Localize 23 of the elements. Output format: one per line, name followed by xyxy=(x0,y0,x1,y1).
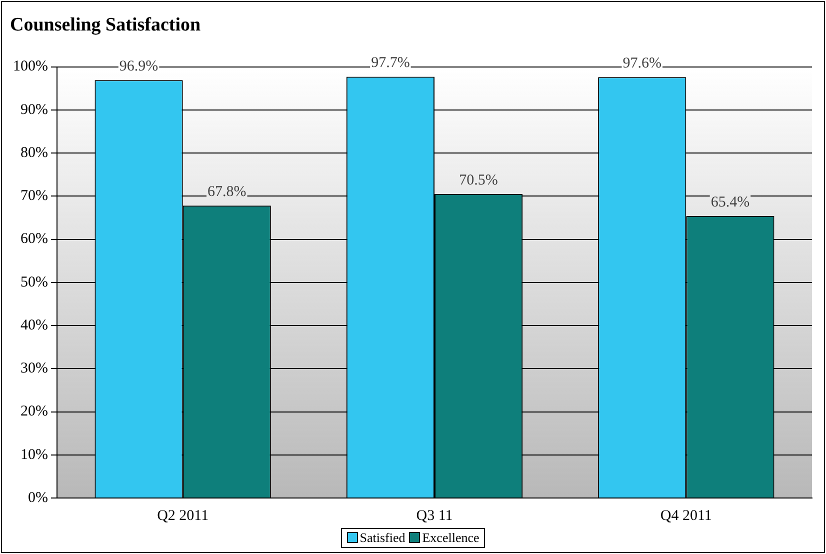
y-tick-label: 30% xyxy=(20,360,48,377)
text: Satisfied xyxy=(358,530,406,546)
x-tick-label: Q4 2011 xyxy=(660,508,712,524)
y-tick-label: 20% xyxy=(20,404,48,420)
x-tick-label: Q3 11 xyxy=(416,508,453,524)
chart-title: Counseling Satisfaction xyxy=(10,14,201,36)
data-label: 70.5% xyxy=(459,172,498,188)
y-tick-label: 0% xyxy=(28,490,48,506)
data-label: 97.6% xyxy=(622,56,662,72)
y-tick-label: 50% xyxy=(20,274,48,290)
x-tick-label: Q2 2011 xyxy=(157,508,209,524)
data-label: 97.7% xyxy=(371,55,410,72)
y-tick-label: 80% xyxy=(20,144,48,161)
y-tick-label: 90% xyxy=(20,102,48,118)
data-label: 96.9% xyxy=(119,58,158,75)
data-label: 67.8% xyxy=(207,184,246,200)
y-tick-label: 70% xyxy=(20,188,48,204)
data-label: 65.4% xyxy=(710,194,750,210)
legend-label: Excellence xyxy=(421,530,480,546)
y-tick-label: 100% xyxy=(12,58,48,75)
y-tick-label: 10% xyxy=(20,446,48,463)
y-tick-label: 60% xyxy=(20,231,48,248)
y-tick-label: 40% xyxy=(20,317,48,334)
